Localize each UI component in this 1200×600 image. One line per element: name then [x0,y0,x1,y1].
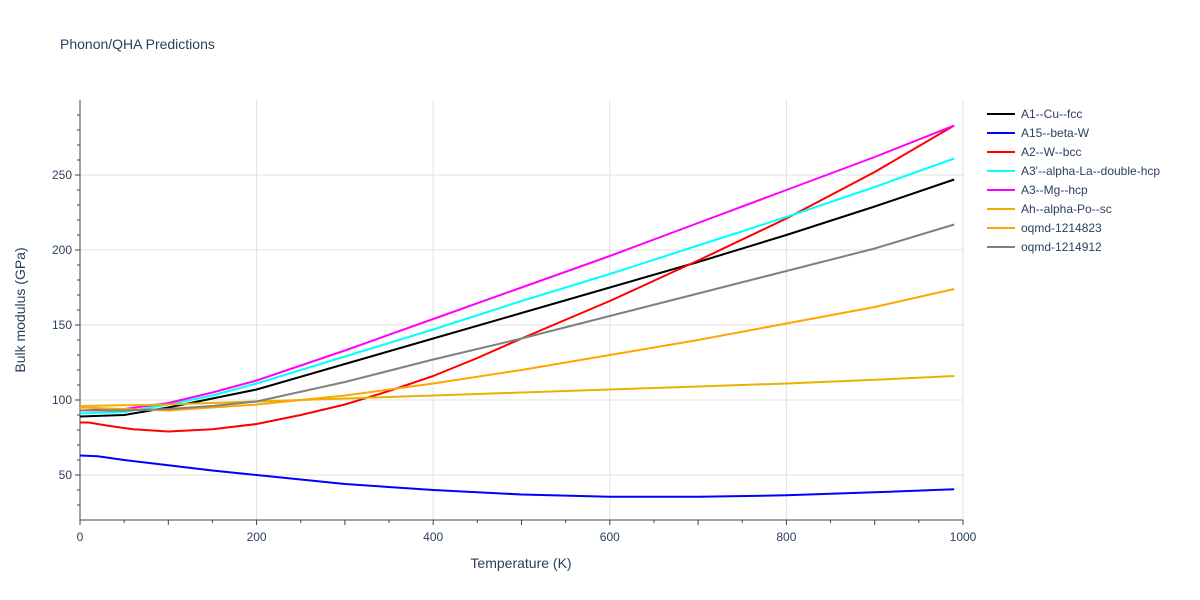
legend-label-3: A3'--alpha-La--double-hcp [1021,164,1160,178]
series-line-0 [79,178,955,418]
legend-label-6: oqmd-1214823 [1021,221,1102,235]
axes [75,100,964,525]
x-tick-label: 800 [776,530,796,544]
y-axis-title: Bulk modulus (GPa) [12,247,28,372]
legend-label-5: Ah--alpha-Po--sc [1021,202,1112,216]
grid-lines [80,100,964,520]
y-tick-label: 150 [52,318,72,332]
x-tick-label: 1000 [950,530,977,544]
legend-label-2: A2--W--bcc [1021,145,1081,159]
y-tick-label: 200 [52,243,72,257]
chart-title: Phonon/QHA Predictions [60,36,215,52]
legend-label-4: A3--Mg--hcp [1021,183,1088,197]
y-tick-label: 100 [52,393,72,407]
series-line-7 [80,223,955,412]
legend-label-7: oqmd-1214912 [1021,240,1102,254]
series-group [79,124,955,498]
legend-label-1: A15--beta-W [1021,126,1090,140]
series-line-2 [80,124,955,433]
series-line-6 [79,288,955,412]
x-axis-title: Temperature (K) [470,555,571,571]
x-tick-label: 0 [77,530,84,544]
y-tick-label: 250 [52,168,72,182]
tick-labels: 0 200 400 600 800 1000 50 100 150 200 250 [52,168,977,544]
legend-label-0: A1--Cu--fcc [1021,107,1082,121]
x-tick-label: 400 [423,530,443,544]
series-line-4 [79,124,955,412]
legend: A1--Cu--fcc A15--beta-W A2--W--bcc A3'--alp… [987,107,1160,254]
y-tick-label: 50 [59,468,73,482]
series-line-5 [79,375,955,407]
x-tick-label: 200 [247,530,267,544]
x-tick-label: 600 [600,530,620,544]
series-line-3 [79,157,955,415]
series-line-1 [79,454,955,498]
